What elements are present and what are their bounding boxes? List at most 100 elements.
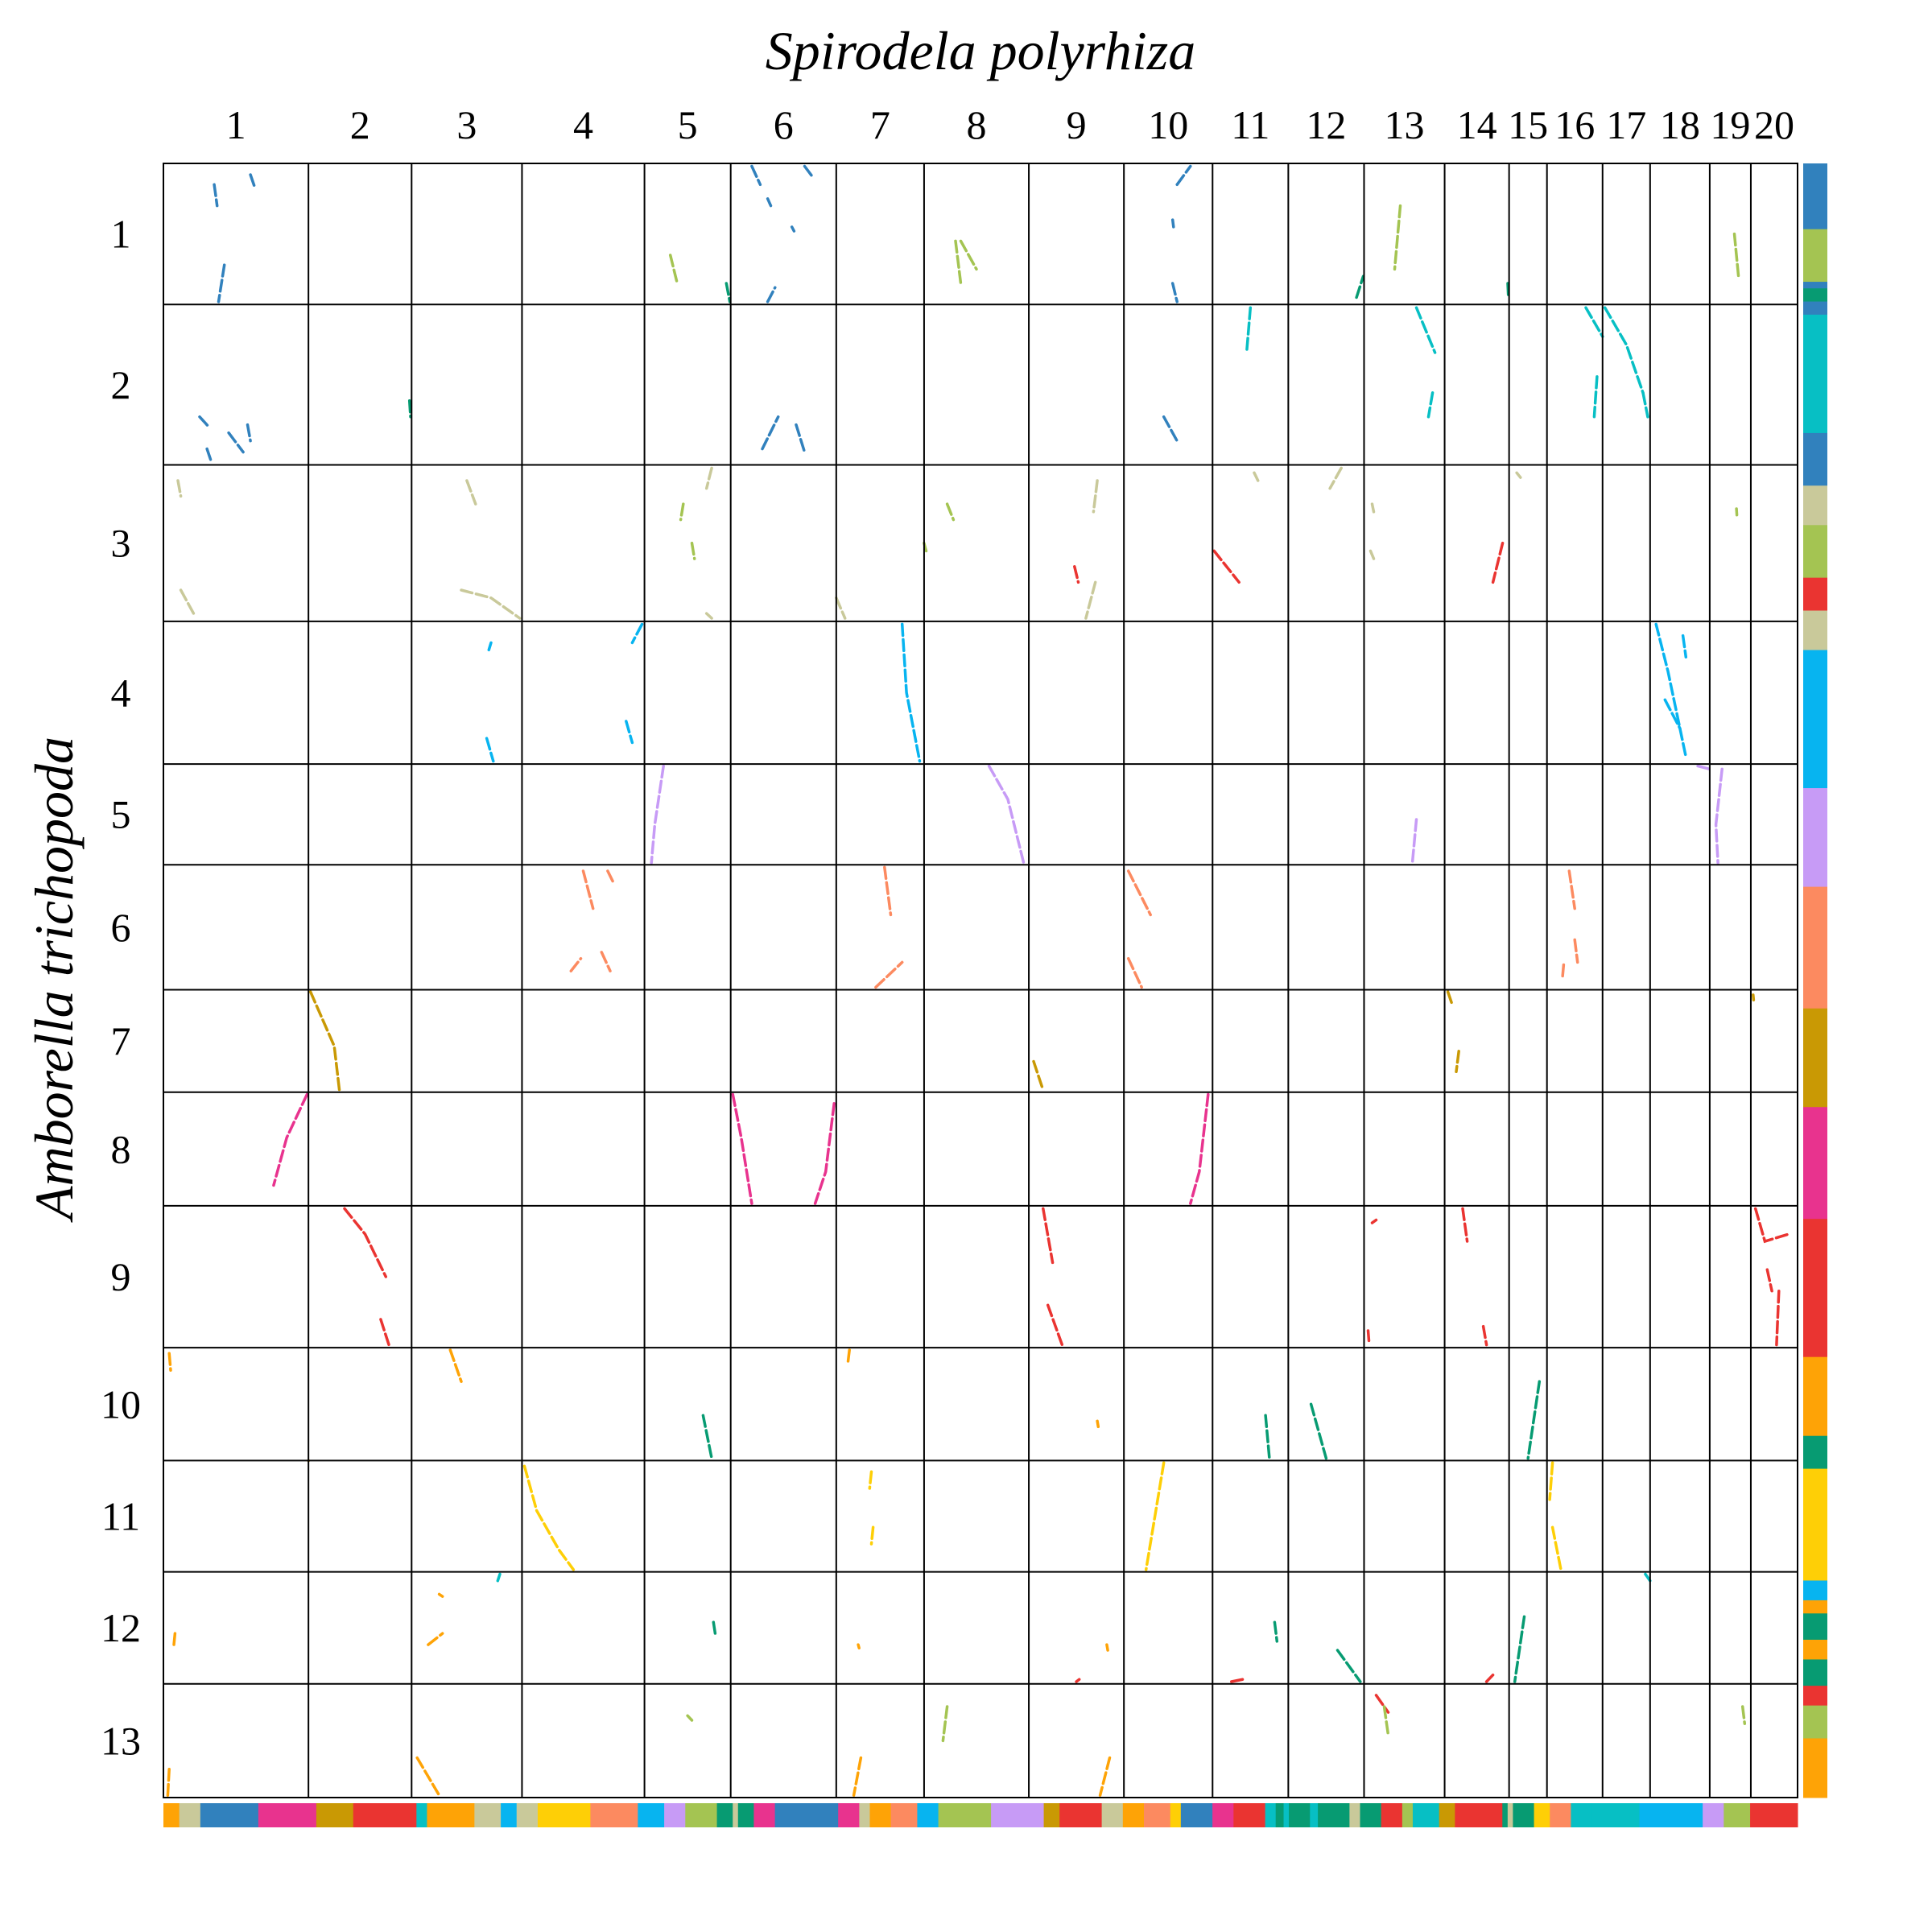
synteny-block <box>803 164 815 180</box>
strip-segment <box>638 1803 665 1827</box>
y-chromosome-label: 11 <box>101 1493 140 1538</box>
strip-segment <box>1059 1803 1103 1827</box>
strip-segment <box>1803 1705 1827 1739</box>
synteny-block <box>1230 1678 1245 1683</box>
synteny-block <box>945 502 956 522</box>
synteny-block <box>246 423 252 443</box>
synteny-block <box>198 415 212 430</box>
synteny-block <box>690 541 696 560</box>
synteny-block <box>1382 1705 1390 1737</box>
synteny-block <box>1092 479 1099 514</box>
strip-segment <box>1265 1803 1277 1827</box>
strip-segment <box>1803 577 1827 611</box>
x-chromosome-label: 10 <box>1148 102 1188 147</box>
strip-segment <box>1639 1803 1703 1827</box>
y-chromosome-label: 1 <box>111 212 131 257</box>
synteny-block <box>1335 1649 1362 1683</box>
strip-segment <box>537 1803 591 1827</box>
x-chromosome-label: 2 <box>350 102 370 147</box>
synteny-block <box>569 956 583 972</box>
x-chromosome-labels: 1 2 3 4 5 6 7 8 9 10 11 12 13 14 15 16 17 18 19 20 <box>226 102 1794 147</box>
synteny-block <box>1046 1303 1064 1347</box>
strip-segment <box>1803 1613 1827 1641</box>
synteny-block <box>465 479 477 506</box>
synteny-block <box>1170 282 1179 303</box>
strip-segment <box>1803 650 1827 789</box>
chromosome-grid <box>163 163 1798 1798</box>
synteny-block <box>766 286 777 303</box>
synteny-block <box>704 612 713 620</box>
synteny-block <box>600 951 612 972</box>
synteny-block <box>249 173 257 189</box>
strip-segment <box>1122 1803 1145 1827</box>
synteny-block <box>1696 764 1711 771</box>
x-chromosome-label: 8 <box>966 102 986 147</box>
strip-segment <box>200 1803 259 1827</box>
synteny-block <box>1273 1620 1279 1643</box>
strip-segment <box>1233 1803 1266 1827</box>
x-chromosome-label: 3 <box>456 102 477 147</box>
strip-segment <box>733 1803 739 1827</box>
synteny-block <box>1309 1402 1328 1460</box>
strip-segment <box>1513 1803 1535 1827</box>
y-axis-title: Amborella trichopoda <box>23 737 85 1223</box>
strip-segment <box>716 1803 733 1827</box>
strip-segment <box>664 1803 686 1827</box>
strip-segment <box>1803 610 1827 651</box>
x-chromosome-label: 4 <box>573 102 593 147</box>
strip-segment <box>1283 1803 1290 1827</box>
strip-segment <box>1803 485 1827 526</box>
synteny-block <box>1264 1414 1271 1460</box>
y-chromosome-label: 10 <box>101 1381 141 1426</box>
strip-segment <box>1455 1803 1503 1827</box>
strip-segment <box>590 1803 638 1827</box>
x-chromosome-label: 5 <box>678 102 698 147</box>
synteny-block <box>790 225 796 233</box>
x-chromosome-label: 9 <box>1067 102 1087 147</box>
synteny-block <box>1032 1059 1045 1092</box>
synteny-block <box>1126 956 1143 989</box>
strip-segment <box>1212 1803 1234 1827</box>
x-chromosome-label: 12 <box>1306 102 1346 147</box>
strip-segment <box>753 1803 776 1827</box>
strip-segment <box>1803 163 1827 230</box>
synteny-block <box>217 263 226 303</box>
x-chromosome-label: 13 <box>1385 102 1425 147</box>
synteny-block <box>167 1352 172 1372</box>
synteny-block <box>1073 565 1080 584</box>
synteny-block <box>1663 698 1682 730</box>
strip-segment <box>316 1803 354 1827</box>
synteny-block <box>852 1756 863 1797</box>
synteny-block <box>813 1102 836 1205</box>
y-chromosome-label: 6 <box>111 905 131 950</box>
synteny-block <box>1366 1329 1371 1343</box>
synteny-block <box>437 1592 444 1598</box>
strip-segment <box>869 1803 892 1827</box>
strip-segment <box>1534 1803 1550 1827</box>
strip-segment <box>1591 1803 1641 1827</box>
strip-segment <box>1803 525 1827 579</box>
y-chromosome-label: 13 <box>101 1718 141 1763</box>
synteny-block <box>1584 306 1604 338</box>
synteny-block <box>1461 1207 1469 1243</box>
synteny-block <box>1573 938 1579 964</box>
synteny-block <box>485 737 495 763</box>
synteny-block <box>213 183 219 208</box>
synteny-block <box>1410 818 1418 865</box>
y-chromosome-label: 12 <box>101 1605 141 1650</box>
y-chromosome-label: 3 <box>111 521 131 566</box>
y-chromosome-label: 8 <box>111 1126 131 1171</box>
synteny-block <box>1567 869 1576 910</box>
synteny-block <box>1175 164 1192 187</box>
synteny-block <box>427 1632 444 1646</box>
synteny-block <box>835 596 847 620</box>
synteny-block <box>272 1092 309 1187</box>
synteny-block <box>1098 1756 1112 1797</box>
strip-segment <box>416 1803 427 1827</box>
synteny-block <box>1162 415 1179 443</box>
synteny-block <box>630 622 644 645</box>
synteny-block <box>407 399 412 419</box>
synteny-block <box>1245 306 1253 354</box>
strip-segment <box>1803 1659 1827 1686</box>
strip-segment <box>1803 1107 1827 1220</box>
